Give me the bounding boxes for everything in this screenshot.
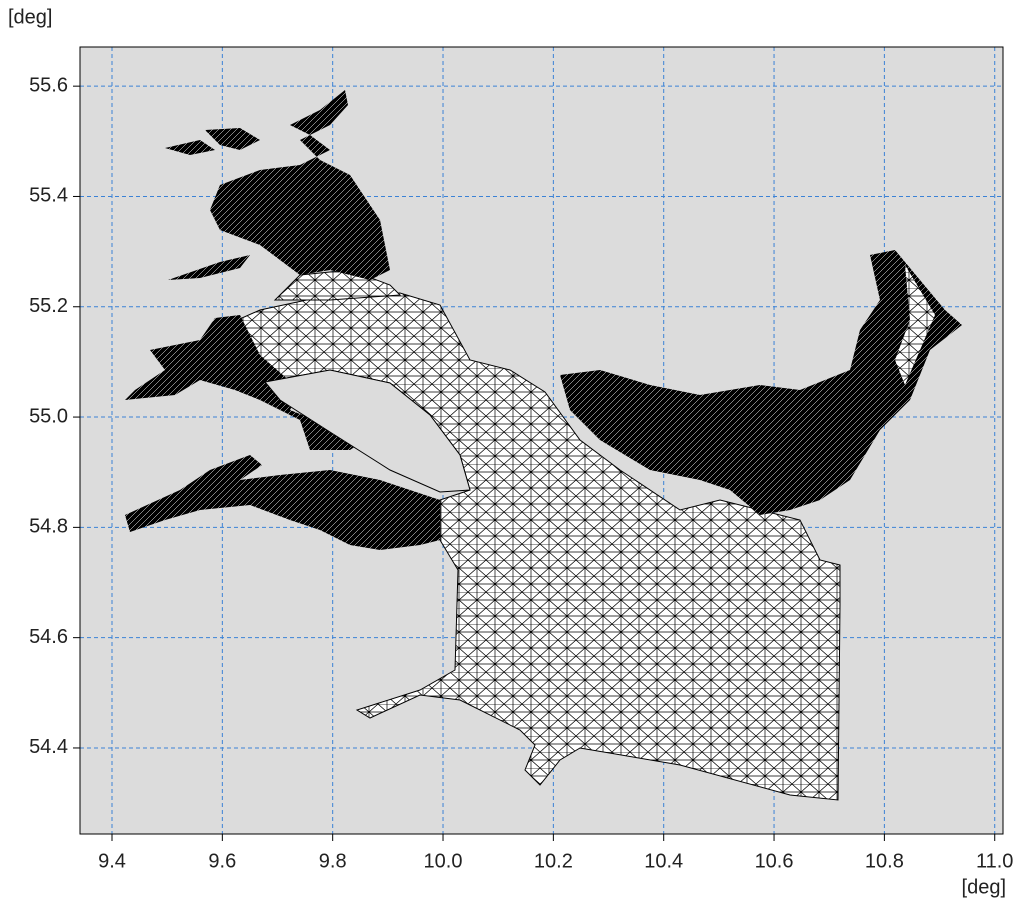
y-axis-label: [deg] — [8, 6, 52, 28]
x-axis-label: [deg] — [962, 876, 1006, 898]
y-tick-label: 54.4 — [29, 736, 68, 758]
x-tick-label: 9.6 — [208, 850, 236, 872]
y-tick-label: 55.0 — [29, 405, 68, 427]
y-tick-label: 55.4 — [29, 185, 68, 207]
mesh-dense-west — [125, 315, 440, 550]
plot-frame — [79, 46, 1004, 835]
x-tick-label: 10.2 — [534, 850, 573, 872]
x-tick-label: 9.4 — [98, 850, 126, 872]
x-tick-label: 10.4 — [644, 850, 683, 872]
mesh-inner-east — [895, 265, 935, 385]
mesh-dense-east — [560, 250, 962, 515]
x-tick-label: 9.8 — [319, 850, 347, 872]
mesh-hole — [264, 369, 471, 493]
x-tick-label: 11.0 — [976, 850, 1013, 872]
mesh-dense-nw — [165, 90, 390, 280]
y-tick-label: 54.6 — [29, 626, 68, 648]
x-tick-label: 10.0 — [424, 850, 463, 872]
y-tick-label: 55.2 — [29, 295, 68, 317]
y-tick-label: 54.8 — [29, 516, 68, 538]
x-tick-label: 10.8 — [865, 850, 904, 872]
x-tick-label: 10.6 — [755, 850, 794, 872]
mesh — [125, 90, 962, 801]
y-tick-label: 55.6 — [29, 74, 68, 96]
